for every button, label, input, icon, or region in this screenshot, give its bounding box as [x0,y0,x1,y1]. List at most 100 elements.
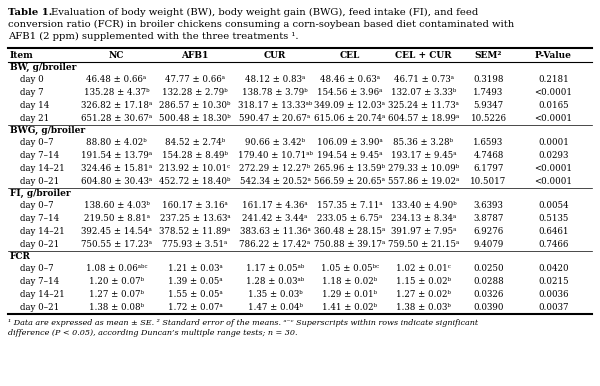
Text: 0.0288: 0.0288 [473,277,504,286]
Text: 213.92 ± 10.01ᶜ: 213.92 ± 10.01ᶜ [160,164,230,173]
Text: 0.2181: 0.2181 [538,75,569,84]
Text: 3.6393: 3.6393 [473,201,503,210]
Text: 0.0001: 0.0001 [538,138,569,147]
Text: Table 1.: Table 1. [8,8,52,17]
Text: 1.28 ± 0.03ᵃᵇ: 1.28 ± 0.03ᵃᵇ [246,277,304,286]
Text: 48.12 ± 0.83ᵃ: 48.12 ± 0.83ᵃ [245,75,305,84]
Text: 1.08 ± 0.06ᵃᵇᶜ: 1.08 ± 0.06ᵃᵇᶜ [86,264,147,273]
Text: 84.52 ± 2.74ᵇ: 84.52 ± 2.74ᵇ [165,138,225,147]
Text: 279.33 ± 10.09ᵇ: 279.33 ± 10.09ᵇ [388,164,459,173]
Text: NC: NC [109,51,124,59]
Text: 1.05 ± 0.05ᵇᶜ: 1.05 ± 0.05ᵇᶜ [321,264,379,273]
Text: 1.02 ± 0.01ᶜ: 1.02 ± 0.01ᶜ [396,264,451,273]
Text: 241.42 ± 3.44ᵃ: 241.42 ± 3.44ᵃ [242,214,308,223]
Text: 6.1797: 6.1797 [473,164,503,173]
Text: 0.0165: 0.0165 [538,101,569,110]
Text: 1.38 ± 0.03ᵇ: 1.38 ± 0.03ᵇ [396,303,451,312]
Text: 0.0390: 0.0390 [473,303,504,312]
Text: 557.86 ± 19.02ᵃ: 557.86 ± 19.02ᵃ [388,177,459,186]
Text: conversion ratio (FCR) in broiler chickens consuming a corn-soybean based diet c: conversion ratio (FCR) in broiler chicke… [8,20,514,29]
Text: 138.78 ± 3.79ᵇ: 138.78 ± 3.79ᵇ [242,88,308,97]
Text: CUR: CUR [264,51,286,59]
Text: SEM²: SEM² [475,51,502,59]
Text: 0.3198: 0.3198 [473,75,504,84]
Text: 391.97 ± 7.95ᵃ: 391.97 ± 7.95ᵃ [391,227,456,236]
Text: 234.13 ± 8.34ᵃ: 234.13 ± 8.34ᵃ [391,214,456,223]
Text: 1.15 ± 0.02ᵇ: 1.15 ± 0.02ᵇ [396,277,451,286]
Text: 1.27 ± 0.07ᵇ: 1.27 ± 0.07ᵇ [89,290,144,299]
Text: 0.0420: 0.0420 [538,264,569,273]
Text: <0.0001: <0.0001 [535,114,572,123]
Text: day 14–21: day 14–21 [20,227,65,236]
Text: 1.72 ± 0.07ᵃ: 1.72 ± 0.07ᵃ [167,303,223,312]
Text: 750.55 ± 17.23ᵃ: 750.55 ± 17.23ᵃ [81,240,152,249]
Text: 154.28 ± 8.49ᵇ: 154.28 ± 8.49ᵇ [162,151,228,160]
Text: 775.93 ± 3.51ᵃ: 775.93 ± 3.51ᵃ [163,240,227,249]
Text: 651.28 ± 30.67ᵃ: 651.28 ± 30.67ᵃ [81,114,152,123]
Text: 604.80 ± 30.43ᵃ: 604.80 ± 30.43ᵃ [81,177,152,186]
Text: 90.66 ± 3.42ᵇ: 90.66 ± 3.42ᵇ [245,138,305,147]
Text: 0.0250: 0.0250 [473,264,504,273]
Text: day 0–7: day 0–7 [20,264,53,273]
Text: 566.59 ± 20.65ᵃ: 566.59 ± 20.65ᵃ [314,177,386,186]
Text: Evaluation of body weight (BW), body weight gain (BWG), feed intake (FI), and fe: Evaluation of body weight (BW), body wei… [51,8,478,17]
Text: Item: Item [10,51,34,59]
Text: 138.60 ± 4.03ᵇ: 138.60 ± 4.03ᵇ [83,201,149,210]
Text: day 0–21: day 0–21 [20,177,59,186]
Text: 85.36 ± 3.28ᵇ: 85.36 ± 3.28ᵇ [394,138,454,147]
Text: P-Value: P-Value [535,51,572,59]
Text: 0.0293: 0.0293 [538,151,569,160]
Text: 326.82 ± 17.18ᵃ: 326.82 ± 17.18ᵃ [81,101,152,110]
Text: 0.0054: 0.0054 [538,201,569,210]
Text: difference (P < 0.05), according Duncan’s multiple range tests; n = 30.: difference (P < 0.05), according Duncan’… [8,329,298,337]
Text: 10.5226: 10.5226 [470,114,506,123]
Text: 542.34 ± 20.52ᵃ: 542.34 ± 20.52ᵃ [239,177,310,186]
Text: 590.47 ± 20.67ᵃ: 590.47 ± 20.67ᵃ [239,114,311,123]
Text: 1.35 ± 0.03ᵇ: 1.35 ± 0.03ᵇ [248,290,302,299]
Text: 0.7466: 0.7466 [538,240,569,249]
Text: 1.41 ± 0.02ᵇ: 1.41 ± 0.02ᵇ [322,303,377,312]
Text: day 14–21: day 14–21 [20,164,65,173]
Text: ¹ Data are expressed as mean ± SE. ² Standard error of the means. ᵃ⁻ᶜ Superscrip: ¹ Data are expressed as mean ± SE. ² Sta… [8,319,478,327]
Text: day 0–21: day 0–21 [20,303,59,312]
Text: BW, g/broiler: BW, g/broiler [10,63,76,72]
Text: 1.29 ± 0.01ᵇ: 1.29 ± 0.01ᵇ [322,290,377,299]
Text: 10.5017: 10.5017 [470,177,506,186]
Text: 0.0326: 0.0326 [473,290,503,299]
Text: 47.77 ± 0.66ᵃ: 47.77 ± 0.66ᵃ [165,75,225,84]
Text: 237.25 ± 13.63ᵃ: 237.25 ± 13.63ᵃ [160,214,230,223]
Text: 0.0215: 0.0215 [538,277,569,286]
Text: day 7: day 7 [20,88,44,97]
Text: 272.29 ± 12.27ᵇ: 272.29 ± 12.27ᵇ [239,164,311,173]
Text: 286.57 ± 10.30ᵇ: 286.57 ± 10.30ᵇ [159,101,231,110]
Text: 3.8787: 3.8787 [473,214,503,223]
Text: 1.6593: 1.6593 [473,138,503,147]
Text: 500.48 ± 18.30ᵇ: 500.48 ± 18.30ᵇ [159,114,231,123]
Text: 0.5135: 0.5135 [538,214,569,223]
Text: day 7–14: day 7–14 [20,214,59,223]
Text: 759.50 ± 21.15ᵃ: 759.50 ± 21.15ᵃ [388,240,459,249]
Text: 0.0037: 0.0037 [538,303,569,312]
Text: day 21: day 21 [20,114,49,123]
Text: 154.56 ± 3.96ᵃ: 154.56 ± 3.96ᵃ [317,88,383,97]
Text: day 14–21: day 14–21 [20,290,65,299]
Text: 88.80 ± 4.02ᵇ: 88.80 ± 4.02ᵇ [86,138,147,147]
Text: 392.45 ± 14.54ᵃ: 392.45 ± 14.54ᵃ [81,227,152,236]
Text: 1.7493: 1.7493 [473,88,503,97]
Text: 179.40 ± 10.71ᵃᵇ: 179.40 ± 10.71ᵃᵇ [238,151,313,160]
Text: 786.22 ± 17.42ᵃ: 786.22 ± 17.42ᵃ [239,240,311,249]
Text: 349.09 ± 12.03ᵃ: 349.09 ± 12.03ᵃ [314,101,386,110]
Text: <0.0001: <0.0001 [535,88,572,97]
Text: 1.38 ± 0.08ᵇ: 1.38 ± 0.08ᵇ [89,303,144,312]
Text: day 0–7: day 0–7 [20,138,53,147]
Text: 46.48 ± 0.66ᵃ: 46.48 ± 0.66ᵃ [86,75,146,84]
Text: 233.05 ± 6.75ᵃ: 233.05 ± 6.75ᵃ [317,214,383,223]
Text: 6.9276: 6.9276 [473,227,503,236]
Text: 194.54 ± 9.45ᵃ: 194.54 ± 9.45ᵃ [317,151,383,160]
Text: 157.35 ± 7.11ᵃ: 157.35 ± 7.11ᵃ [317,201,383,210]
Text: <0.0001: <0.0001 [535,177,572,186]
Text: 360.48 ± 28.15ᵃ: 360.48 ± 28.15ᵃ [314,227,386,236]
Text: day 0–7: day 0–7 [20,201,53,210]
Text: 132.28 ± 2.79ᵇ: 132.28 ± 2.79ᵇ [162,88,228,97]
Text: <0.0001: <0.0001 [535,164,572,173]
